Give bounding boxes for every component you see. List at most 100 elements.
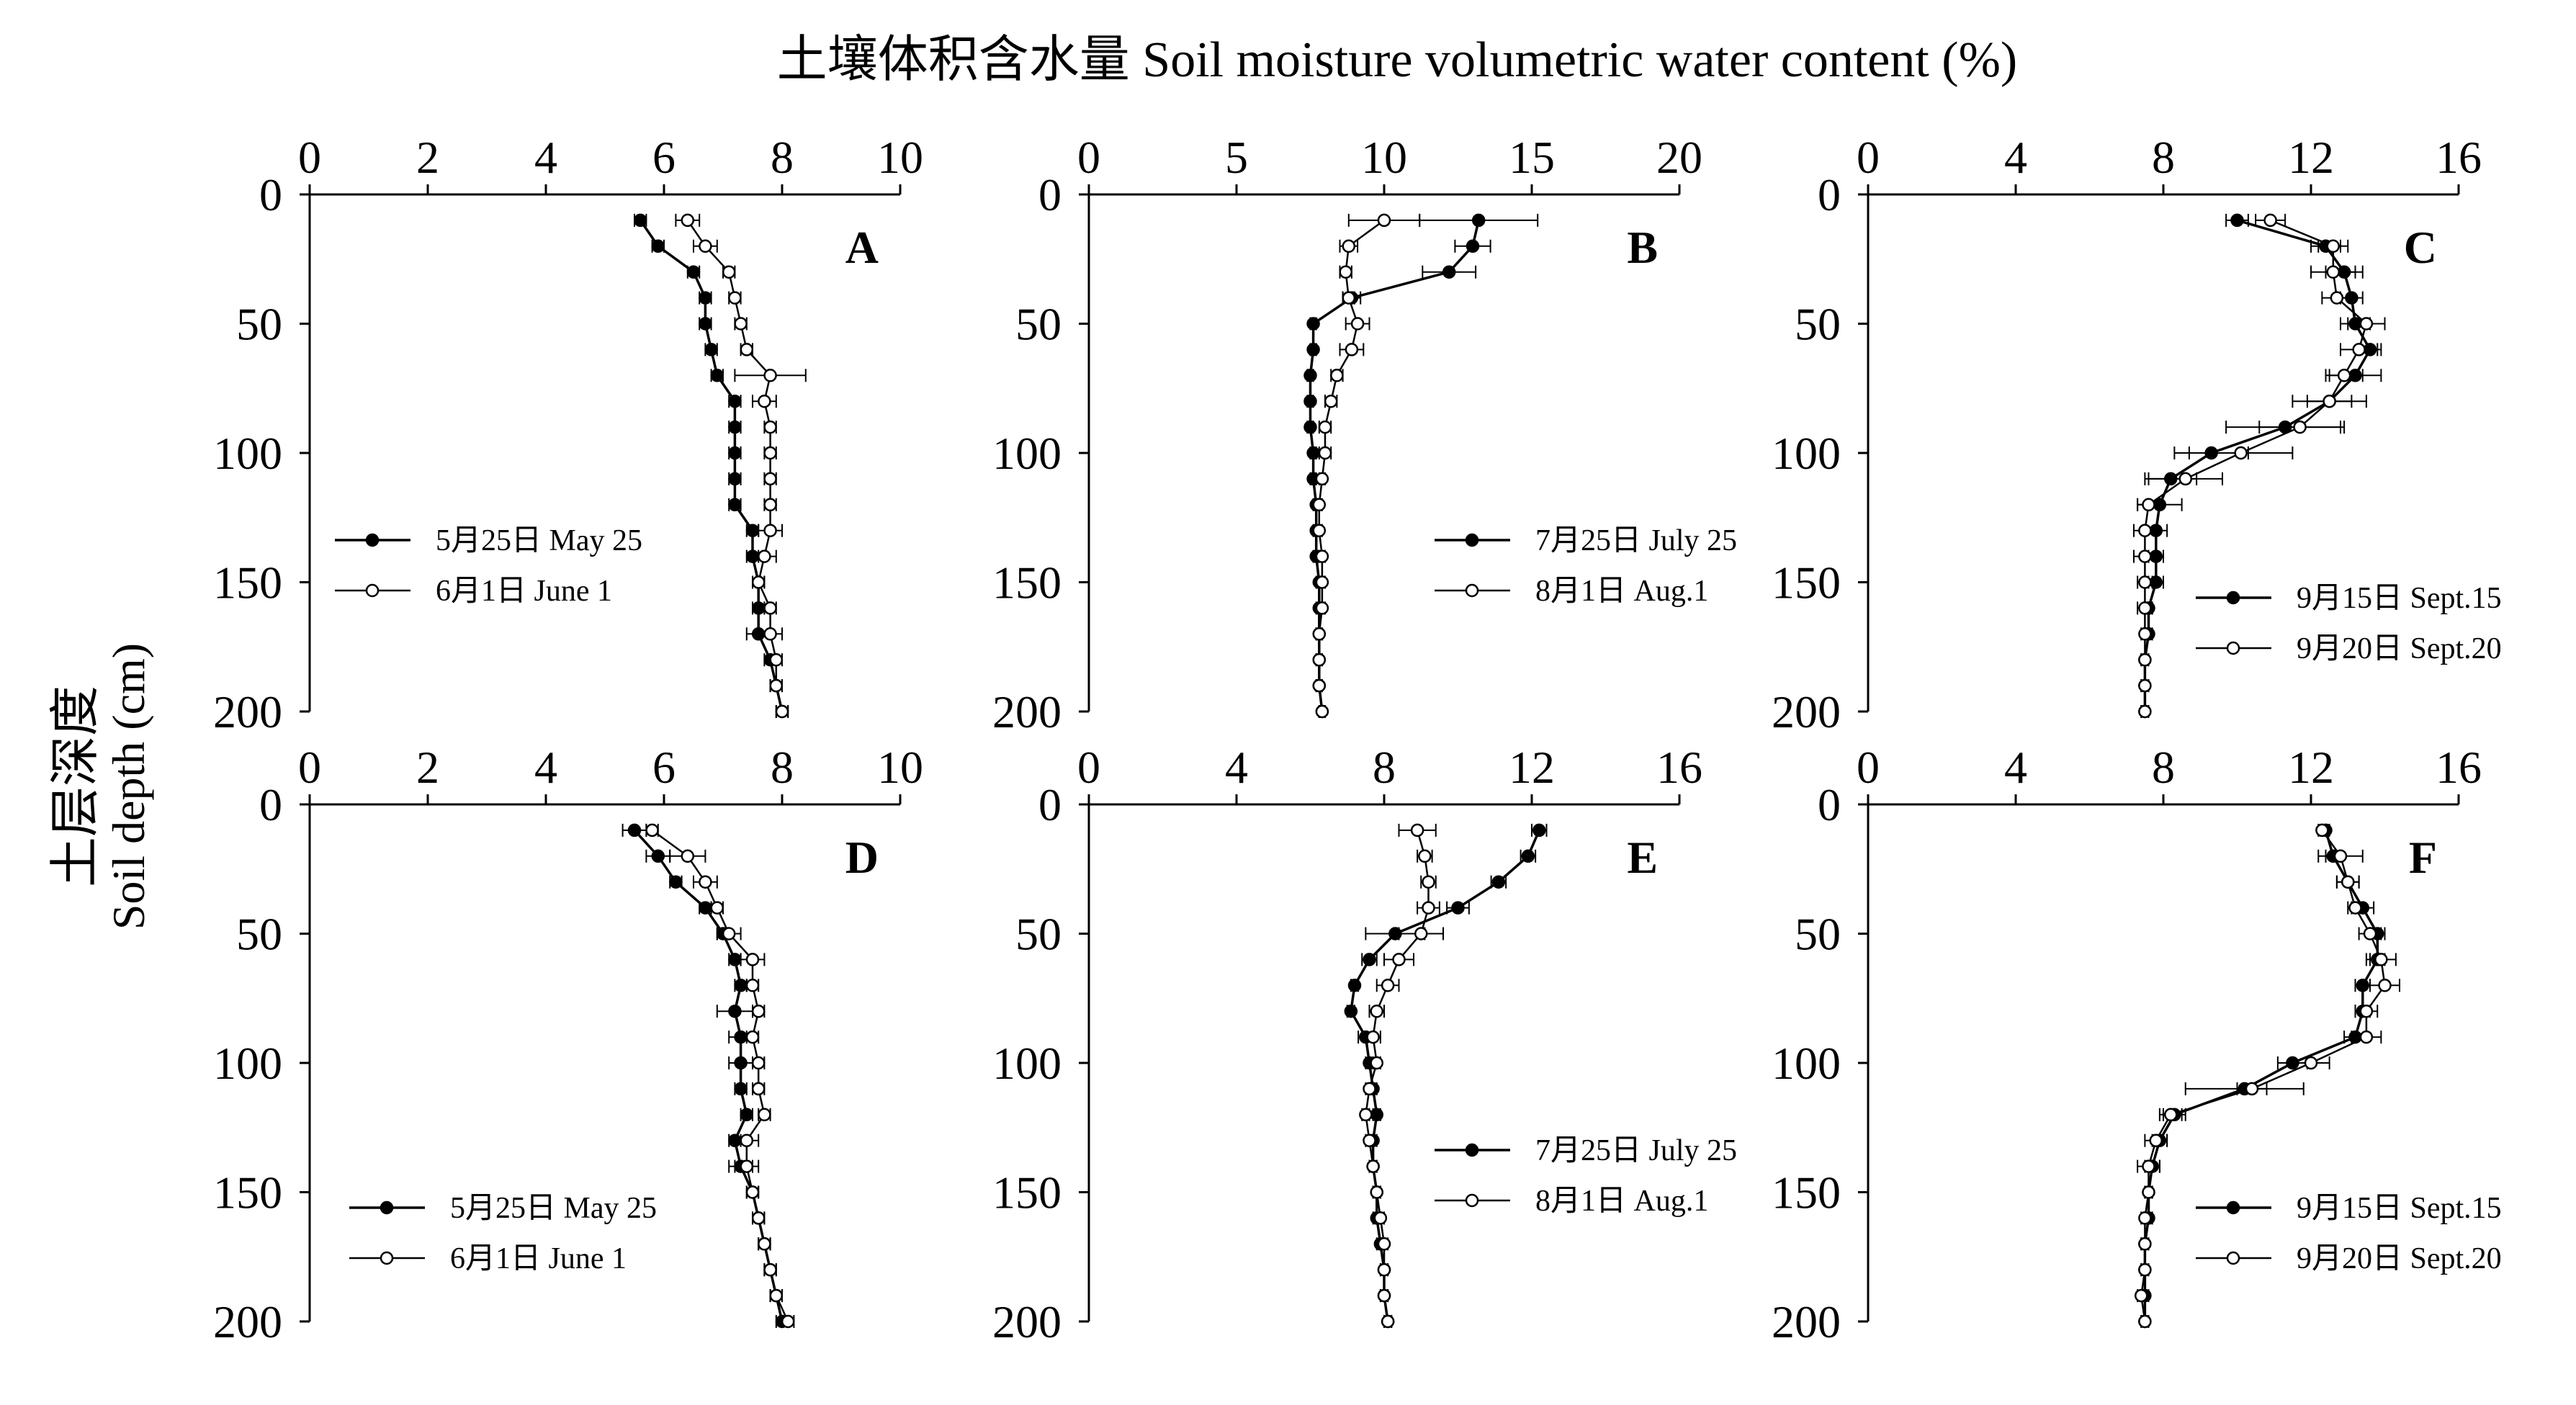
x-tick-label: 4	[1225, 742, 1248, 793]
data-point-open	[2341, 875, 2355, 889]
y-tick-label: 50	[1795, 909, 1841, 960]
data-point-open	[722, 927, 736, 941]
data-point-open	[763, 627, 777, 641]
legend-marker-filled	[2226, 1200, 2240, 1215]
data-point-open	[1342, 239, 1356, 253]
data-point-open	[1381, 979, 1395, 992]
data-point-open	[2304, 1056, 2318, 1070]
y-axis-label-english: Soil depth (cm)	[103, 643, 154, 930]
data-point-open	[2135, 1288, 2148, 1303]
y-tick-label: 100	[992, 428, 1062, 479]
data-point-open	[2138, 1237, 2152, 1251]
y-tick-label: 150	[1772, 1167, 1841, 1218]
data-point-open	[1359, 1108, 1373, 1122]
data-point-filled	[728, 446, 742, 460]
data-point-open	[2138, 704, 2152, 719]
panel-letter: A	[845, 222, 879, 273]
data-point-filled	[740, 1108, 754, 1122]
x-tick-label: 0	[1857, 742, 1880, 793]
data-point-filled	[1303, 394, 1317, 408]
data-point-open	[1318, 420, 1332, 434]
data-point-open	[1315, 472, 1329, 486]
x-tick-label: 5	[1225, 132, 1248, 183]
data-point-filled	[745, 524, 760, 537]
x-tick-label: 2	[416, 742, 439, 793]
y-tick-label: 200	[1772, 1296, 1841, 1347]
y-tick-label: 150	[1772, 557, 1841, 609]
data-point-open	[2263, 213, 2277, 228]
data-point-open	[763, 524, 777, 537]
panel-letter: C	[2404, 222, 2437, 273]
x-tick-label: 0	[1857, 132, 1880, 183]
y-tick-label: 200	[992, 1296, 1062, 1347]
data-point-open	[763, 420, 777, 434]
x-tick-label: 20	[1656, 132, 1702, 183]
data-point-open	[775, 704, 789, 719]
data-point-filled	[728, 498, 742, 512]
data-point-open	[1377, 1288, 1391, 1303]
y-tick-label: 0	[259, 779, 282, 830]
data-point-open	[699, 875, 712, 889]
data-point-open	[2245, 1082, 2259, 1096]
data-point-filled	[699, 317, 712, 331]
y-tick-label: 150	[992, 1167, 1062, 1218]
data-point-open	[1345, 343, 1359, 356]
legend-marker-filled	[380, 1200, 394, 1215]
data-point-open	[751, 575, 766, 589]
legend-label: 8月1日 Aug.1	[1535, 575, 1708, 608]
data-point-open	[699, 239, 712, 253]
data-point-filled	[1466, 239, 1480, 253]
y-tick-label: 50	[1015, 299, 1062, 350]
x-tick-label: 16	[2436, 132, 2482, 183]
x-tick-label: 2	[416, 132, 439, 183]
y-tick-label: 50	[1015, 909, 1062, 960]
data-point-open	[2374, 953, 2388, 966]
data-point-filled	[710, 369, 724, 382]
legend-marker-open	[365, 583, 380, 598]
data-point-filled	[669, 875, 683, 889]
data-point-open	[2142, 1185, 2155, 1199]
data-point-open	[1422, 875, 1435, 889]
data-point-filled	[633, 213, 647, 228]
legend-label: 6月1日 June 1	[436, 575, 612, 608]
y-tick-label: 0	[1038, 779, 1062, 830]
y-tick-label: 150	[213, 1167, 282, 1218]
data-point-open	[1422, 901, 1435, 915]
data-point-open	[2359, 1004, 2374, 1018]
panel-letter: F	[2409, 832, 2437, 883]
data-point-open	[645, 823, 659, 838]
x-tick-label: 6	[652, 132, 676, 183]
data-point-open	[734, 317, 748, 331]
data-point-open	[1366, 1159, 1380, 1173]
data-point-open	[751, 1056, 766, 1070]
data-point-filled	[1491, 875, 1506, 889]
data-point-open	[1370, 1056, 1383, 1070]
data-point-open	[1377, 1262, 1391, 1277]
x-tick-label: 0	[298, 132, 321, 183]
legend-marker-filled	[365, 533, 380, 547]
panel-c: 0 4 8 12 16 0 50 100 150 200 C 9月15日 Sept.15 9月20日 S…	[1772, 132, 2502, 737]
y-axis-label-chinese: 土层深度	[48, 686, 104, 887]
data-point-open	[1315, 601, 1329, 615]
panel-e: 0 4 8 12 16 0 50 100 150 200 E 7月25日 July 25 8月1日 Au…	[992, 742, 1737, 1347]
data-point-open	[710, 901, 724, 915]
data-point-filled	[728, 1004, 742, 1018]
legend-marker-open	[2226, 1251, 2240, 1265]
data-point-open	[1363, 1134, 1376, 1147]
x-tick-label: 8	[2152, 742, 2175, 793]
data-point-open	[1330, 369, 1344, 382]
data-point-open	[2330, 291, 2344, 305]
data-point-filled	[1521, 849, 1535, 863]
data-point-open	[745, 979, 760, 992]
y-tick-label: 50	[236, 299, 282, 350]
panel-letter: D	[845, 832, 879, 883]
data-point-open	[1366, 1030, 1380, 1044]
data-point-open	[763, 369, 777, 382]
data-point-open	[740, 343, 754, 356]
data-point-filled	[751, 601, 766, 615]
